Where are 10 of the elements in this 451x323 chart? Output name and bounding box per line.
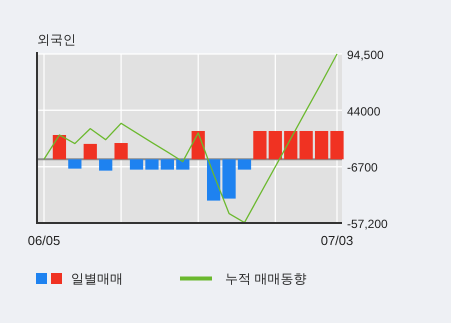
legend-label: 일별매매 <box>71 271 123 286</box>
y2-tick-label: 44000 <box>347 104 381 118</box>
x-tick-label: 07/03 <box>320 233 354 248</box>
y2-tick-label: 94,500 <box>347 48 384 62</box>
line-series <box>43 53 338 224</box>
x-tick-label: 06/05 <box>28 233 60 248</box>
legend-label: 누적 매매동향 <box>225 271 307 286</box>
y2-tick-label: -6700 <box>347 160 378 175</box>
title: 외국인 <box>37 32 76 47</box>
y2-tick-label: -57,200 <box>347 217 388 231</box>
